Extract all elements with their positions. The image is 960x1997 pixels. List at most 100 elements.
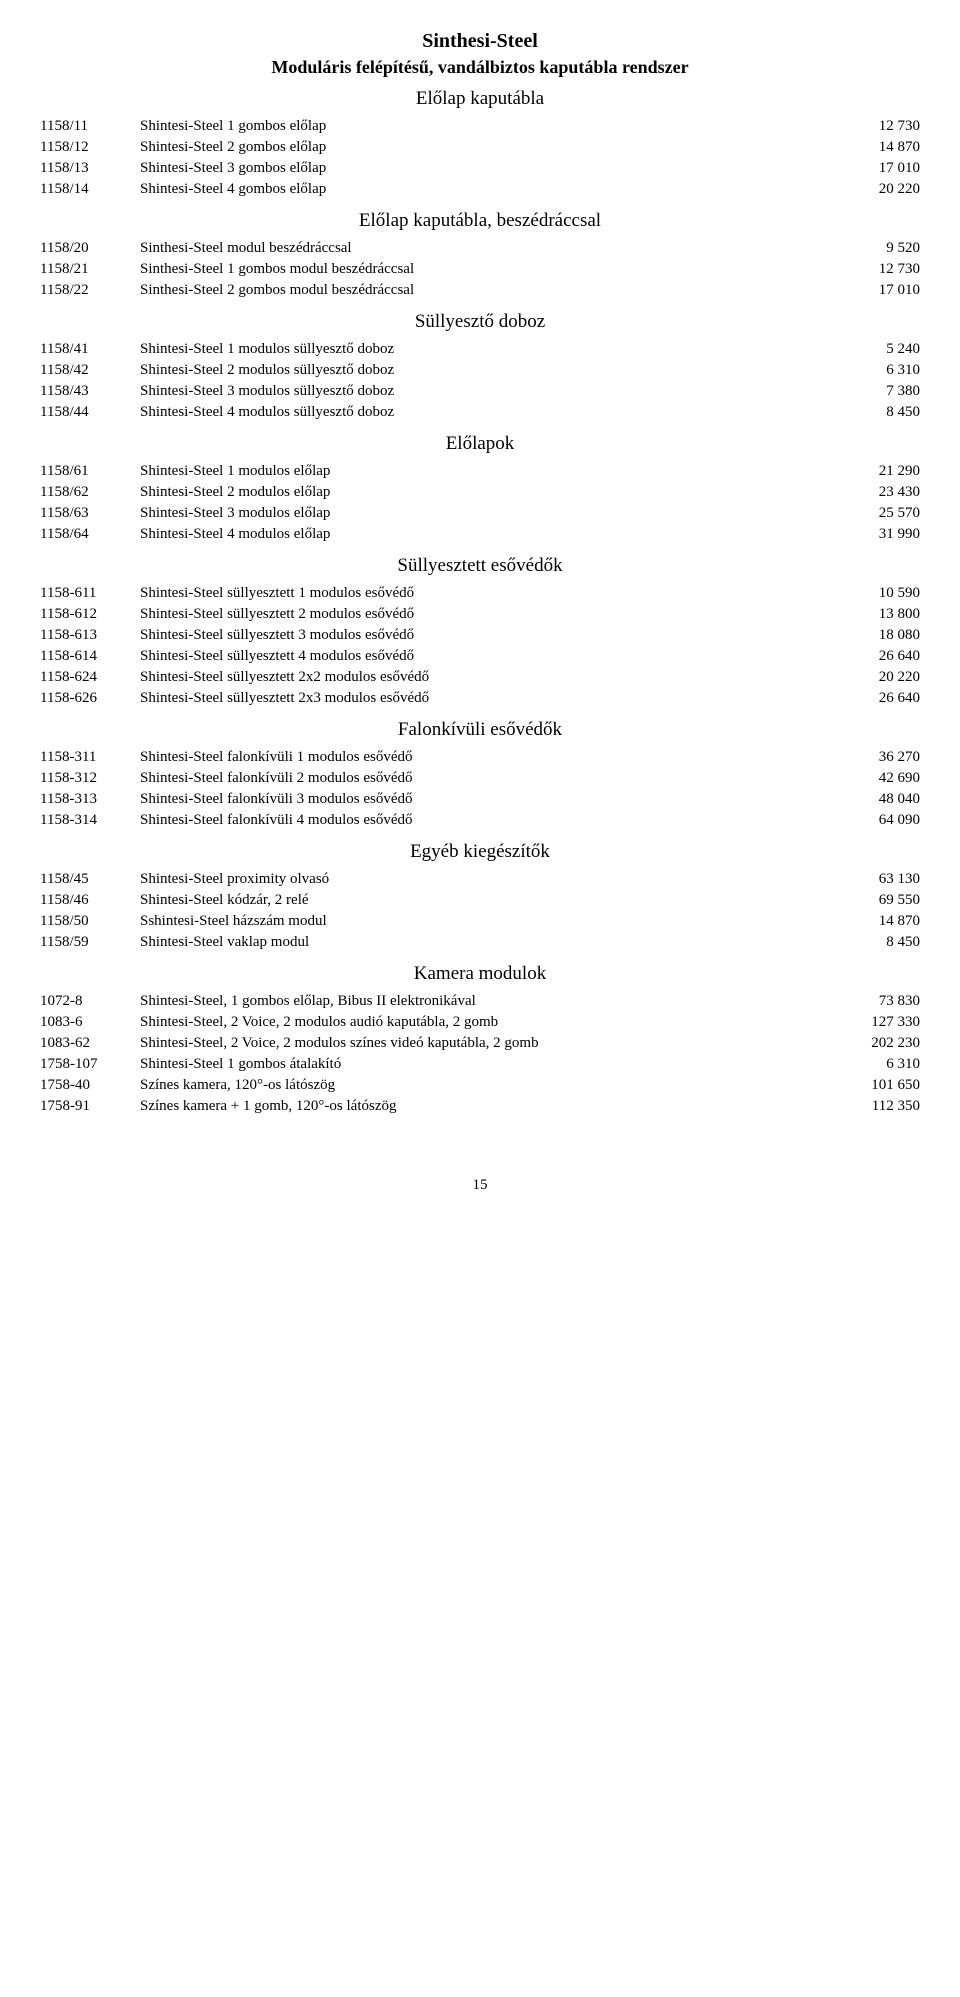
product-code: 1158-311: [40, 747, 140, 768]
table-row: 1158/63Shintesi-Steel 3 modulos előlap25…: [40, 503, 920, 524]
product-description: Shintesi-Steel 2 modulos süllyesztő dobo…: [140, 360, 820, 381]
table-row: 1158-626Shintesi-Steel süllyesztett 2x3 …: [40, 688, 920, 709]
table-row: 1158/44Shintesi-Steel 4 modulos süllyesz…: [40, 402, 920, 423]
main-title: Sinthesi-Steel: [40, 30, 920, 53]
table-row: 1158/20Sinthesi-Steel modul beszédráccsa…: [40, 238, 920, 259]
table-row: 1158-613Shintesi-Steel süllyesztett 3 mo…: [40, 625, 920, 646]
price-table: 1158-311Shintesi-Steel falonkívüli 1 mod…: [40, 747, 920, 831]
product-description: Shintesi-Steel 2 modulos előlap: [140, 482, 820, 503]
product-description: Shintesi-Steel 3 gombos előlap: [140, 158, 820, 179]
price-table: 1158-611Shintesi-Steel süllyesztett 1 mo…: [40, 583, 920, 709]
product-code: 1158/41: [40, 339, 140, 360]
product-code: 1158-312: [40, 768, 140, 789]
product-description: Színes kamera, 120°-os látószög: [140, 1075, 820, 1096]
product-price: 26 640: [820, 688, 920, 709]
section-heading: Süllyesztett esővédők: [40, 555, 920, 577]
product-price: 10 590: [820, 583, 920, 604]
price-table: 1158/45Shintesi-Steel proximity olvasó63…: [40, 869, 920, 953]
table-row: 1158-311Shintesi-Steel falonkívüli 1 mod…: [40, 747, 920, 768]
product-price: 36 270: [820, 747, 920, 768]
product-price: 7 380: [820, 381, 920, 402]
product-price: 23 430: [820, 482, 920, 503]
product-price: 25 570: [820, 503, 920, 524]
product-code: 1158-614: [40, 646, 140, 667]
product-description: Shintesi-Steel süllyesztett 2 modulos es…: [140, 604, 820, 625]
product-code: 1158/50: [40, 911, 140, 932]
product-description: Shintesi-Steel, 2 Voice, 2 modulos audió…: [140, 1012, 820, 1033]
table-row: 1158/45Shintesi-Steel proximity olvasó63…: [40, 869, 920, 890]
table-row: 1158/21Sinthesi-Steel 1 gombos modul bes…: [40, 259, 920, 280]
table-row: 1158/12Shintesi-Steel 2 gombos előlap14 …: [40, 137, 920, 158]
product-description: Shintesi-Steel proximity olvasó: [140, 869, 820, 890]
product-description: Shintesi-Steel, 2 Voice, 2 modulos színe…: [140, 1033, 820, 1054]
table-row: 1158-612Shintesi-Steel süllyesztett 2 mo…: [40, 604, 920, 625]
product-price: 64 090: [820, 810, 920, 831]
product-price: 12 730: [820, 259, 920, 280]
product-code: 1083-6: [40, 1012, 140, 1033]
table-row: 1158/50Sshintesi-Steel házszám modul14 8…: [40, 911, 920, 932]
product-description: Shintesi-Steel kódzár, 2 relé: [140, 890, 820, 911]
product-code: 1158/11: [40, 116, 140, 137]
product-price: 20 220: [820, 667, 920, 688]
product-price: 8 450: [820, 932, 920, 953]
product-description: Shintesi-Steel falonkívüli 4 modulos eső…: [140, 810, 820, 831]
table-row: 1158/61Shintesi-Steel 1 modulos előlap21…: [40, 461, 920, 482]
product-price: 48 040: [820, 789, 920, 810]
product-code: 1158/63: [40, 503, 140, 524]
product-price: 14 870: [820, 911, 920, 932]
product-code: 1158/20: [40, 238, 140, 259]
product-code: 1158/12: [40, 137, 140, 158]
product-price: 9 520: [820, 238, 920, 259]
table-row: 1158/43Shintesi-Steel 3 modulos süllyesz…: [40, 381, 920, 402]
product-description: Sinthesi-Steel 1 gombos modul beszédrácc…: [140, 259, 820, 280]
product-price: 21 290: [820, 461, 920, 482]
product-code: 1158/46: [40, 890, 140, 911]
product-description: Shintesi-Steel 4 gombos előlap: [140, 179, 820, 200]
product-description: Sshintesi-Steel házszám modul: [140, 911, 820, 932]
product-price: 69 550: [820, 890, 920, 911]
product-code: 1083-62: [40, 1033, 140, 1054]
product-code: 1158/22: [40, 280, 140, 301]
product-code: 1158/45: [40, 869, 140, 890]
product-price: 127 330: [820, 1012, 920, 1033]
section-heading: Előlapok: [40, 433, 920, 455]
product-price: 42 690: [820, 768, 920, 789]
product-code: 1158/14: [40, 179, 140, 200]
product-description: Shintesi-Steel 4 modulos előlap: [140, 524, 820, 545]
table-row: 1158/46Shintesi-Steel kódzár, 2 relé69 5…: [40, 890, 920, 911]
product-description: Shintesi-Steel falonkívüli 3 modulos eső…: [140, 789, 820, 810]
table-row: 1158-611Shintesi-Steel süllyesztett 1 mo…: [40, 583, 920, 604]
table-row: 1158-614Shintesi-Steel süllyesztett 4 mo…: [40, 646, 920, 667]
product-code: 1158-624: [40, 667, 140, 688]
subtitle: Moduláris felépítésű, vandálbiztos kaput…: [40, 57, 920, 78]
table-row: 1158/22Sinthesi-Steel 2 gombos modul bes…: [40, 280, 920, 301]
table-row: 1158-313Shintesi-Steel falonkívüli 3 mod…: [40, 789, 920, 810]
product-description: Shintesi-Steel falonkívüli 2 modulos eső…: [140, 768, 820, 789]
product-code: 1158/42: [40, 360, 140, 381]
table-row: 1158-314Shintesi-Steel falonkívüli 4 mod…: [40, 810, 920, 831]
table-row: 1158/14Shintesi-Steel 4 gombos előlap20 …: [40, 179, 920, 200]
product-code: 1158-613: [40, 625, 140, 646]
page-number: 15: [40, 1177, 920, 1194]
product-price: 6 310: [820, 360, 920, 381]
product-description: Shintesi-Steel, 1 gombos előlap, Bibus I…: [140, 991, 820, 1012]
product-price: 6 310: [820, 1054, 920, 1075]
product-description: Színes kamera + 1 gomb, 120°-os látószög: [140, 1096, 820, 1117]
product-description: Sinthesi-Steel modul beszédráccsal: [140, 238, 820, 259]
product-description: Shintesi-Steel süllyesztett 3 modulos es…: [140, 625, 820, 646]
product-description: Shintesi-Steel vaklap modul: [140, 932, 820, 953]
price-table: 1158/11Shintesi-Steel 1 gombos előlap12 …: [40, 116, 920, 200]
product-code: 1158/44: [40, 402, 140, 423]
product-price: 20 220: [820, 179, 920, 200]
table-row: 1072-8Shintesi-Steel, 1 gombos előlap, B…: [40, 991, 920, 1012]
table-row: 1758-107Shintesi-Steel 1 gombos átalakít…: [40, 1054, 920, 1075]
product-code: 1158-612: [40, 604, 140, 625]
product-description: Shintesi-Steel 2 gombos előlap: [140, 137, 820, 158]
table-row: 1158/41Shintesi-Steel 1 modulos süllyesz…: [40, 339, 920, 360]
table-row: 1083-62Shintesi-Steel, 2 Voice, 2 modulo…: [40, 1033, 920, 1054]
product-description: Shintesi-Steel süllyesztett 1 modulos es…: [140, 583, 820, 604]
product-code: 1158/13: [40, 158, 140, 179]
table-row: 1158-624Shintesi-Steel süllyesztett 2x2 …: [40, 667, 920, 688]
product-price: 17 010: [820, 280, 920, 301]
product-price: 17 010: [820, 158, 920, 179]
